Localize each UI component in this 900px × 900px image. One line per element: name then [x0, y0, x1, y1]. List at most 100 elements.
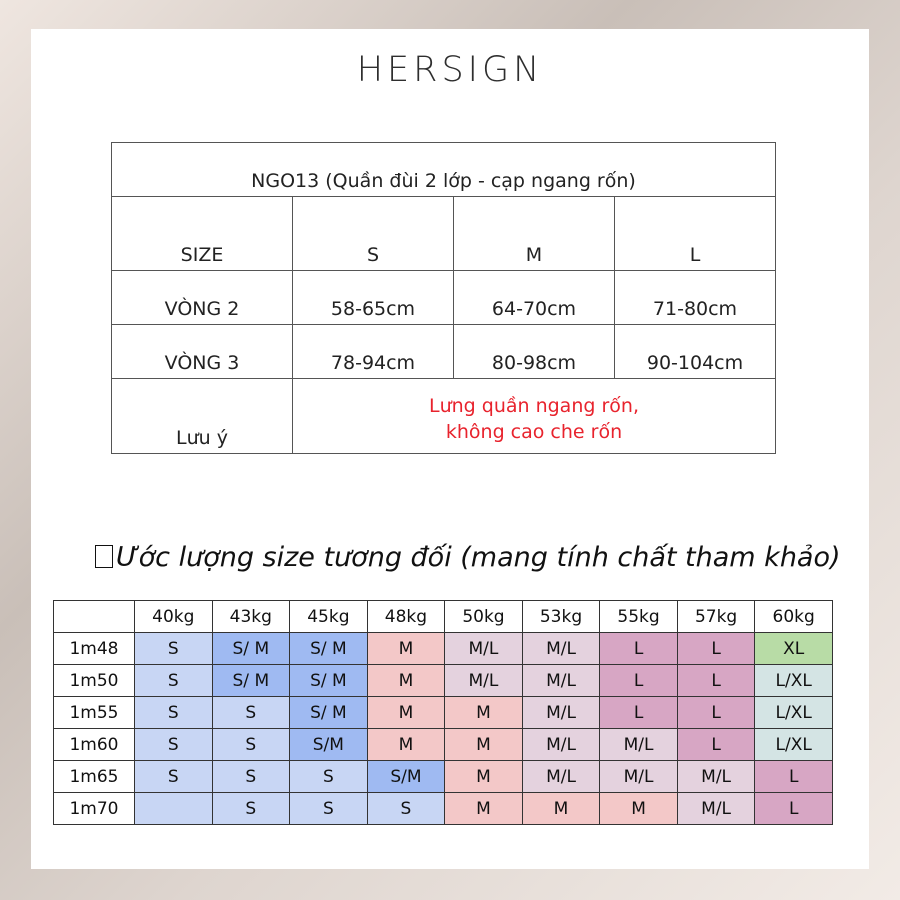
size-cell: M [599, 792, 678, 825]
size-cell: M/L [676, 792, 756, 825]
height-label: 1m50 [53, 664, 135, 697]
size-cell: XL [754, 632, 833, 665]
size-cell: M [444, 760, 523, 793]
size-cell: M [366, 664, 446, 697]
size-cell: S [134, 664, 213, 697]
table-row: 1m65 S S S S/M M M/L M/L M/L L [53, 760, 833, 793]
cell-value: 71-80cm [614, 270, 776, 325]
weight-header: 43kg [211, 600, 291, 633]
size-cell: M/L [521, 632, 601, 665]
table-row: VÒNG 2 58-65cm 64-70cm 71-80cm [111, 270, 776, 325]
weight-header: 55kg [599, 600, 678, 633]
size-cell: S [211, 728, 291, 761]
checkbox-icon [95, 545, 113, 568]
size-cell: S [211, 760, 291, 793]
size-header-m: M [453, 196, 615, 271]
cell-value: 64-70cm [453, 270, 615, 325]
table-header-row: 40kg 43kg 45kg 48kg 50kg 53kg 55kg 57kg … [53, 600, 833, 633]
size-cell: S [289, 760, 368, 793]
size-cell: M/L [521, 760, 601, 793]
height-label: 1m65 [53, 760, 135, 793]
size-cell: S/M [289, 728, 368, 761]
weight-header: 48kg [366, 600, 446, 633]
size-cell: M/L [521, 664, 601, 697]
size-cell: L [676, 728, 756, 761]
row-label: VÒNG 2 [111, 270, 293, 325]
cell-value: 78-94cm [292, 324, 454, 379]
size-cell: S [366, 792, 446, 825]
table-row: 1m60 S S S/M M M M/L M/L L L/XL [53, 728, 833, 761]
size-cell: M [444, 728, 523, 761]
size-cell: L/XL [754, 728, 833, 761]
size-table: NGO13 (Quần đùi 2 lớp - cạp ngang rốn) S… [111, 142, 776, 454]
size-cell: M/L [521, 728, 601, 761]
size-cell: S/ M [289, 632, 368, 665]
size-header-label: SIZE [111, 196, 293, 271]
height-label: 1m48 [53, 632, 135, 665]
weight-header: 60kg [754, 600, 833, 633]
size-cell: S/ M [289, 696, 368, 729]
size-table-title: NGO13 (Quần đùi 2 lớp - cạp ngang rốn) [111, 142, 776, 197]
size-cell: L [676, 632, 756, 665]
size-cell: S/ M [211, 632, 291, 665]
size-header-s: S [292, 196, 454, 271]
size-cell: M [366, 632, 446, 665]
size-cell: S/ M [211, 664, 291, 697]
height-label: 1m60 [53, 728, 135, 761]
weight-header: 50kg [444, 600, 523, 633]
table-row: Lưu ý Lưng quần ngang rốn, không cao che… [111, 378, 776, 454]
corner-cell [53, 600, 135, 633]
size-cell: L [754, 760, 833, 793]
cell-value: 90-104cm [614, 324, 776, 379]
estimate-heading-text: Ước lượng size tương đối (mang tính chất… [116, 542, 841, 573]
size-header-l: L [614, 196, 776, 271]
note-text: Lưng quần ngang rốn, không cao che rốn [292, 378, 776, 454]
size-cell: S [289, 792, 368, 825]
size-cell: M [521, 792, 601, 825]
size-cell: S [134, 632, 213, 665]
weight-header: 53kg [521, 600, 601, 633]
size-cell: M/L [521, 696, 601, 729]
size-cell: S/ M [289, 664, 368, 697]
size-cell: M/L [599, 728, 678, 761]
note-line: Lưng quần ngang rốn, [428, 395, 639, 417]
size-cell: M/L [599, 760, 678, 793]
table-row: 1m55 S S S/ M M M M/L L L L/XL [53, 696, 833, 729]
size-cell: L [754, 792, 833, 825]
size-cell: L [599, 664, 678, 697]
size-cell: M [444, 696, 523, 729]
size-cell: S [211, 696, 291, 729]
size-cell: S [134, 696, 213, 729]
table-row: 1m50 S S/ M S/ M M M/L M/L L L L/XL [53, 664, 833, 697]
size-cell: L [599, 632, 678, 665]
height-label: 1m70 [53, 792, 135, 825]
row-label: VÒNG 3 [111, 324, 293, 379]
size-cell: S [211, 792, 291, 825]
size-cell: M [366, 728, 446, 761]
size-cell: L [676, 696, 756, 729]
note-line: không cao che rốn [445, 421, 623, 443]
cell-value: 80-98cm [453, 324, 615, 379]
size-cell: L [676, 664, 756, 697]
size-cell: M/L [444, 632, 523, 665]
size-cell: M/L [676, 760, 756, 793]
size-cell: L/XL [754, 696, 833, 729]
estimate-table: 40kg 43kg 45kg 48kg 50kg 53kg 55kg 57kg … [53, 600, 833, 825]
table-row: VÒNG 3 78-94cm 80-98cm 90-104cm [111, 324, 776, 379]
size-cell: L [599, 696, 678, 729]
size-cell: S [134, 728, 213, 761]
weight-header: 57kg [676, 600, 756, 633]
estimate-heading: Ước lượng size tương đối (mang tính chất… [95, 542, 841, 573]
size-cell [134, 792, 213, 825]
size-cell: M/L [444, 664, 523, 697]
weight-header: 45kg [289, 600, 368, 633]
weight-header: 40kg [134, 600, 213, 633]
size-cell: S [134, 760, 213, 793]
note-label: Lưu ý [111, 378, 293, 454]
size-cell: L/XL [754, 664, 833, 697]
size-cell: M [366, 696, 446, 729]
size-cell: M [444, 792, 523, 825]
table-row: 1m48 S S/ M S/ M M M/L M/L L L XL [53, 632, 833, 665]
height-label: 1m55 [53, 696, 135, 729]
cell-value: 58-65cm [292, 270, 454, 325]
